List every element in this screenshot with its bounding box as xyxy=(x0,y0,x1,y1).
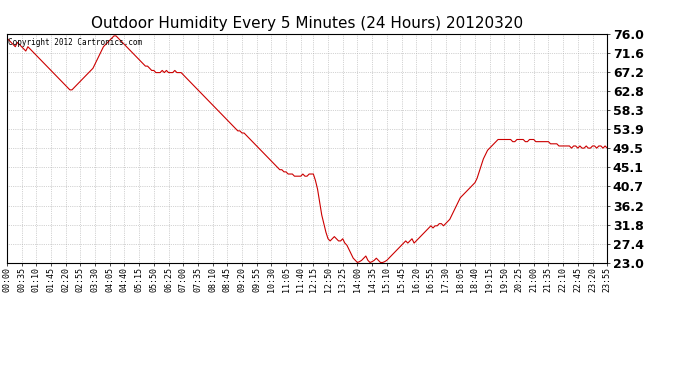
Title: Outdoor Humidity Every 5 Minutes (24 Hours) 20120320: Outdoor Humidity Every 5 Minutes (24 Hou… xyxy=(91,16,523,31)
Text: Copyright 2012 Cartronics.com: Copyright 2012 Cartronics.com xyxy=(8,38,142,47)
